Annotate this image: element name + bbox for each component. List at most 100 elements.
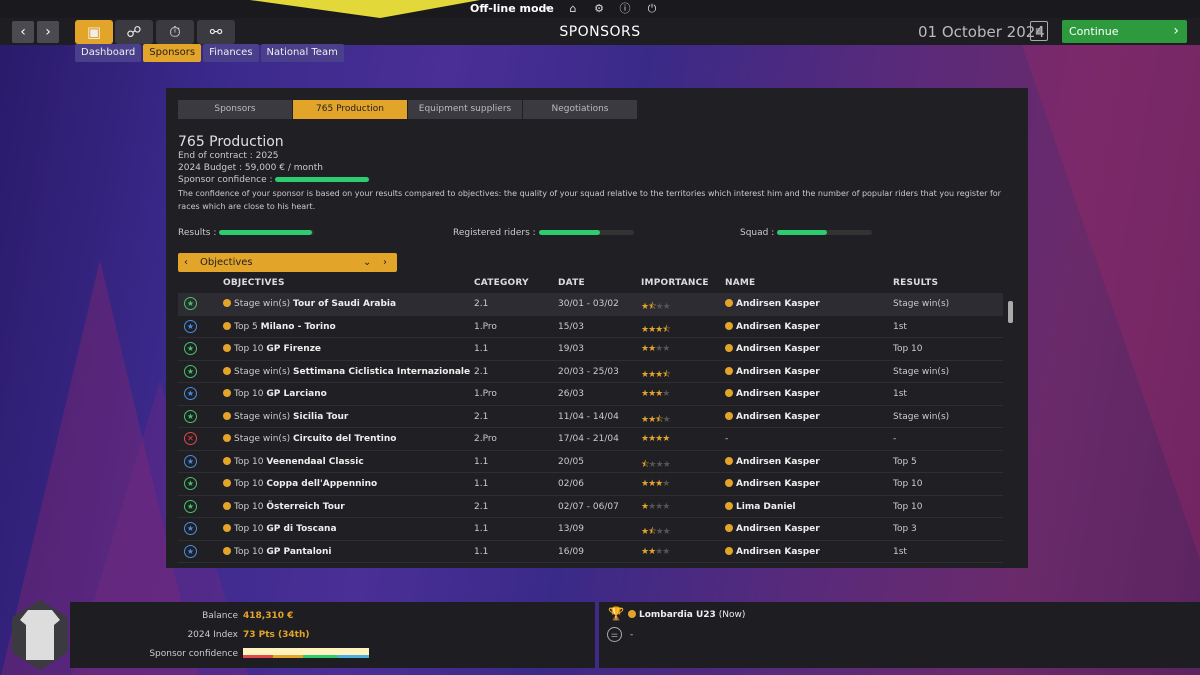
objective-pending-icon: ★ [184, 522, 197, 535]
power-icon[interactable]: ⏻ [647, 2, 657, 15]
scrollbar[interactable] [1008, 293, 1013, 563]
tab-negotiations[interactable]: Negotiations [523, 100, 637, 119]
back-button[interactable]: ‹ [12, 21, 34, 43]
col-results[interactable]: RESULTS [893, 278, 939, 288]
chevron-right-icon[interactable]: › [383, 257, 387, 268]
objective-failed-icon: ✕ [184, 432, 197, 445]
result-cell: Stage win(s) [893, 411, 950, 422]
objective-met-icon: ★ [184, 297, 197, 310]
tab-equipment-suppliers[interactable]: Equipment suppliers [408, 100, 522, 119]
table-row[interactable]: ★ Stage win(s) Settimana Ciclistica Inter… [178, 361, 1003, 383]
forward-button[interactable]: › [37, 21, 59, 43]
tab-765-production[interactable]: 765 Production [293, 100, 407, 119]
footer-confidence-label: Sponsor confidence [149, 649, 238, 659]
table-row[interactable]: ★ Top 10 Österreich Tour 2.1 02/07 - 06/07 ★… [178, 496, 1003, 518]
rider-cell[interactable]: - [725, 434, 729, 444]
current-date: 01 October 2024 [918, 23, 1045, 41]
riders-bar [538, 230, 634, 235]
table-row[interactable]: ★ Top 10 GP Firenze 1.1 19/03 ★★★★ Andirsen K… [178, 338, 1003, 361]
col-importance[interactable]: IMPORTANCE [641, 278, 709, 288]
balance-label: Balance [202, 611, 238, 621]
info-icon[interactable]: ⓘ [619, 2, 631, 15]
tab-national-team[interactable]: National Team [260, 44, 344, 62]
col-date[interactable]: DATE [558, 278, 585, 288]
category-cell: 2.1 [474, 501, 489, 512]
result-cell: Top 10 [893, 501, 923, 512]
result-cell: Stage win(s) [893, 366, 950, 377]
rider-cell[interactable]: Andirsen Kasper [725, 321, 820, 332]
squad-metric: Squad : [740, 228, 873, 238]
table-row[interactable]: ★ Top 10 GP Larciano 1.Pro 26/03 ★★★★ Andirse… [178, 383, 1003, 406]
sponsor-name: 765 Production [178, 134, 284, 150]
table-row[interactable]: ★ Stage win(s) Sicilia Tour 2.1 11/04 - 14/… [178, 406, 1003, 428]
rider-cell[interactable]: Andirsen Kasper [725, 411, 820, 422]
importance-stars: ★★★★ [641, 389, 670, 399]
date-cell: 17/04 - 21/04 [558, 434, 619, 444]
team-jersey-icon[interactable] [20, 610, 60, 660]
results-label: Results : [178, 228, 217, 238]
category-cell: 1.1 [474, 546, 489, 557]
tab-sponsors[interactable]: Sponsors [143, 44, 202, 62]
objective-cell: Stage win(s) Sicilia Tour [223, 411, 348, 422]
table-row[interactable]: ★ Top 10 GP di Toscana 1.1 13/09 ★⯪★★ Andirse… [178, 518, 1003, 541]
rider-cell[interactable]: Andirsen Kasper [725, 366, 820, 377]
table-row[interactable]: ★ Top 10 Coppa dell'Appennino 1.1 02/06 ★★★★… [178, 473, 1003, 496]
chevron-down-icon[interactable]: ⌄ [363, 257, 372, 268]
gear-icon[interactable]: ⚙ [594, 2, 604, 15]
rider-cell[interactable]: Andirsen Kasper [725, 456, 820, 467]
objective-pending-icon: ★ [184, 387, 197, 400]
tab-finances[interactable]: Finances [203, 44, 259, 62]
table-row[interactable]: ★ Top 5 Milano - Torino 1.Pro 15/03 ★★★⯪ Andi… [178, 316, 1003, 338]
sub-tabs: Dashboard Sponsors Finances National Tea… [75, 44, 344, 62]
bell-icon[interactable]: ⚬ [543, 2, 553, 15]
team-icon[interactable]: ☍ [115, 20, 153, 44]
result-cell: 1st [893, 546, 907, 557]
briefcase-icon[interactable]: ▣ [75, 20, 113, 44]
table-row[interactable]: ★ Top 10 Veenendaal Classic 1.1 20/05 ⯪★★★ An… [178, 451, 1003, 473]
calendar-icon[interactable]: ▦ [1030, 21, 1048, 41]
race-summary [599, 602, 1200, 668]
table-row[interactable]: ★ Top 10 GP Pantaloni 1.1 16/09 ★★★★ Andirsen… [178, 541, 1003, 563]
importance-stars: ★★★★ [641, 434, 670, 444]
rider-cell[interactable]: Andirsen Kasper [725, 389, 820, 399]
scrollbar-thumb[interactable] [1008, 301, 1013, 323]
category-cell: 1.1 [474, 344, 489, 354]
category-cell: 1.1 [474, 456, 489, 467]
category-cell: 1.Pro [474, 321, 497, 332]
col-name[interactable]: NAME [725, 278, 756, 288]
rider-cell[interactable]: Andirsen Kasper [725, 479, 820, 489]
importance-stars: ★★★⯪ [641, 324, 671, 335]
tab-sponsors-list[interactable]: Sponsors [178, 100, 292, 119]
continue-button[interactable]: Continue › [1062, 20, 1187, 43]
result-cell: Top 10 [893, 344, 923, 354]
rider-cell[interactable]: Andirsen Kasper [725, 524, 820, 534]
importance-stars: ★★★⯪ [641, 369, 671, 380]
rider-cell[interactable]: Andirsen Kasper [725, 546, 820, 557]
sponsor-tabs: Sponsors 765 Production Equipment suppli… [178, 100, 637, 119]
budget: 2024 Budget : 59,000 € / month [178, 163, 323, 173]
confidence-label: Sponsor confidence : [178, 175, 273, 185]
riders-metric: Registered riders : [453, 228, 634, 238]
globe-icon[interactable]: ⚯ [197, 20, 235, 44]
stopwatch-icon[interactable]: ⏱ [156, 20, 194, 44]
home-icon[interactable]: ⌂ [569, 2, 577, 15]
date-cell: 20/03 - 25/03 [558, 366, 619, 377]
rider-cell[interactable]: Lima Daniel [725, 501, 796, 512]
date-cell: 16/09 [558, 546, 584, 557]
table-row[interactable]: ✕ Stage win(s) Circuito del Trentino 2.Pro… [178, 428, 1003, 451]
objective-cell: Top 10 Coppa dell'Appennino [223, 479, 377, 489]
chevron-left-icon[interactable]: ‹ [184, 257, 188, 268]
col-objectives[interactable]: OBJECTIVES [223, 278, 285, 288]
current-race[interactable]: Lombardia U23 (Now) [628, 610, 745, 620]
table-row[interactable]: ★ Stage win(s) Tour of Saudi Arabia 2.1 30/… [178, 293, 1003, 316]
date-cell: 15/03 [558, 321, 584, 332]
objectives-dropdown-label: Objectives [200, 257, 253, 268]
objectives-dropdown[interactable]: ‹ Objectives ⌄ › [178, 253, 397, 272]
date-cell: 30/01 - 03/02 [558, 299, 619, 309]
rider-cell[interactable]: Andirsen Kasper [725, 299, 820, 309]
rider-cell[interactable]: Andirsen Kasper [725, 344, 820, 354]
col-category[interactable]: CATEGORY [474, 278, 529, 288]
squad-label: Squad : [740, 228, 775, 238]
tab-dashboard[interactable]: Dashboard [75, 44, 142, 62]
date-cell: 02/07 - 06/07 [558, 501, 619, 512]
